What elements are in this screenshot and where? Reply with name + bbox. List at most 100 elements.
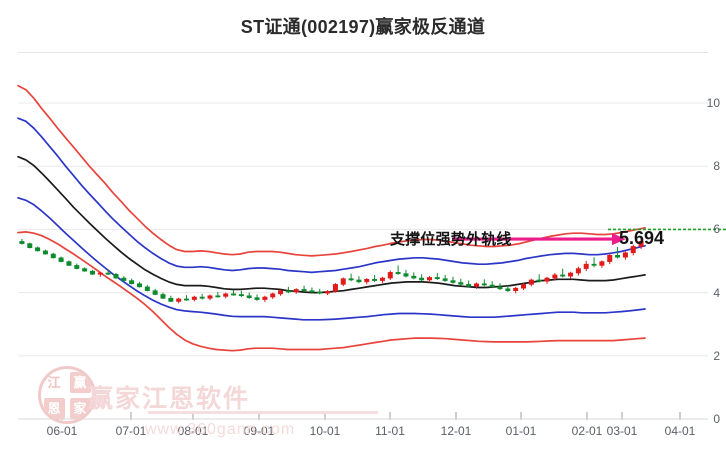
candle-body (513, 287, 519, 292)
candle-body (89, 270, 95, 275)
x-axis-tick-label: 03-01 (606, 424, 638, 438)
y-axis-tick-label: 6 (713, 222, 720, 237)
candle-body (630, 246, 636, 254)
candle-body (419, 277, 425, 281)
candle-body (379, 277, 385, 281)
candle-body (285, 290, 291, 293)
candle-body (481, 283, 487, 286)
candlestick-series (19, 238, 644, 304)
candle-body (544, 277, 550, 282)
candle-body (387, 272, 393, 279)
x-axis-tick-label: 01-01 (505, 424, 537, 438)
candle-body (372, 279, 378, 281)
candle-body (50, 253, 56, 259)
candle-body (254, 297, 260, 300)
candle-body (505, 288, 511, 292)
candle-body (74, 265, 80, 269)
candle-body (536, 279, 542, 282)
support-line-arrow (452, 233, 626, 246)
candle-body (575, 268, 581, 274)
candle-body (246, 295, 252, 298)
arrow-head (612, 233, 626, 246)
band-line-2 (17, 155, 646, 294)
x-axis-tick-label: 08-01 (177, 424, 209, 438)
candle-body (583, 263, 589, 269)
band-line-4 (17, 231, 646, 352)
band-line-0 (17, 84, 646, 257)
candle-body (521, 284, 527, 289)
candle-body (332, 284, 338, 292)
x-axis-tick-label: 12-01 (440, 424, 472, 438)
candle-body (27, 243, 33, 249)
candle-body (317, 291, 323, 294)
candle-body (599, 261, 605, 266)
candle-body (473, 283, 479, 287)
title-divider (18, 52, 708, 53)
candle-body (160, 294, 166, 299)
y-axis-tick-label: 10 (706, 96, 720, 110)
candle-body (560, 274, 566, 277)
x-tick-marks (18, 412, 708, 420)
candle-body (466, 284, 472, 287)
candle-body (364, 279, 370, 283)
y-axis-tick-label: 8 (713, 159, 720, 174)
candle-body (176, 298, 182, 302)
x-axis-tick-label: 02-01 (571, 424, 603, 438)
candle-body (168, 297, 174, 302)
candle-body (293, 289, 299, 293)
candle-body (552, 274, 558, 279)
candle-body (638, 241, 644, 247)
support-line-value: 5.694 (619, 228, 665, 248)
x-axis-tick-label: 06-01 (46, 424, 78, 438)
candle-body (97, 272, 103, 275)
candle-body (184, 298, 190, 301)
x-axis-tick-label: 11-01 (375, 424, 405, 438)
candle-body (309, 290, 315, 293)
candle-body (497, 286, 503, 290)
candle-body (489, 284, 495, 288)
candle-body (105, 272, 111, 275)
candle-body (262, 296, 268, 300)
candle-body (238, 294, 244, 297)
gridlines (18, 102, 708, 420)
candle-body (622, 252, 628, 258)
candle-body (591, 263, 597, 266)
candle-body (42, 250, 48, 255)
support-line-label: 支撑位强势外轨线 (390, 231, 512, 248)
candle-body (528, 279, 534, 285)
candle-body (411, 275, 417, 279)
candle-body (113, 273, 119, 279)
candle-body (426, 277, 432, 281)
candle-body (270, 293, 276, 298)
candle-body (231, 293, 237, 296)
candle-body (325, 291, 331, 294)
candle-body (607, 255, 613, 262)
candle-body (207, 295, 213, 299)
candle-body (615, 255, 621, 258)
candle-body (450, 280, 456, 283)
candle-body (82, 268, 88, 272)
x-axis-tick-label: 09-01 (243, 424, 275, 438)
candle-body (458, 282, 464, 285)
candle-body (35, 247, 41, 252)
candle-body (19, 241, 25, 244)
candle-body (223, 293, 229, 297)
candle-body (340, 278, 346, 285)
chart-header: ST证通(002197)赢家极反通道 (0, 0, 726, 52)
candle-body (301, 289, 307, 292)
candle-body (191, 296, 197, 300)
y-axis-tick-label: 4 (713, 285, 720, 300)
candle-body (66, 261, 72, 266)
candle-body (215, 295, 221, 298)
candle-body (199, 296, 205, 299)
candle-body (395, 272, 401, 274)
candle-body (568, 272, 574, 277)
candle-body (144, 286, 150, 292)
candle-body (121, 277, 127, 281)
candle-body (129, 280, 135, 285)
candle-body (58, 257, 64, 262)
candle-body (403, 273, 409, 277)
